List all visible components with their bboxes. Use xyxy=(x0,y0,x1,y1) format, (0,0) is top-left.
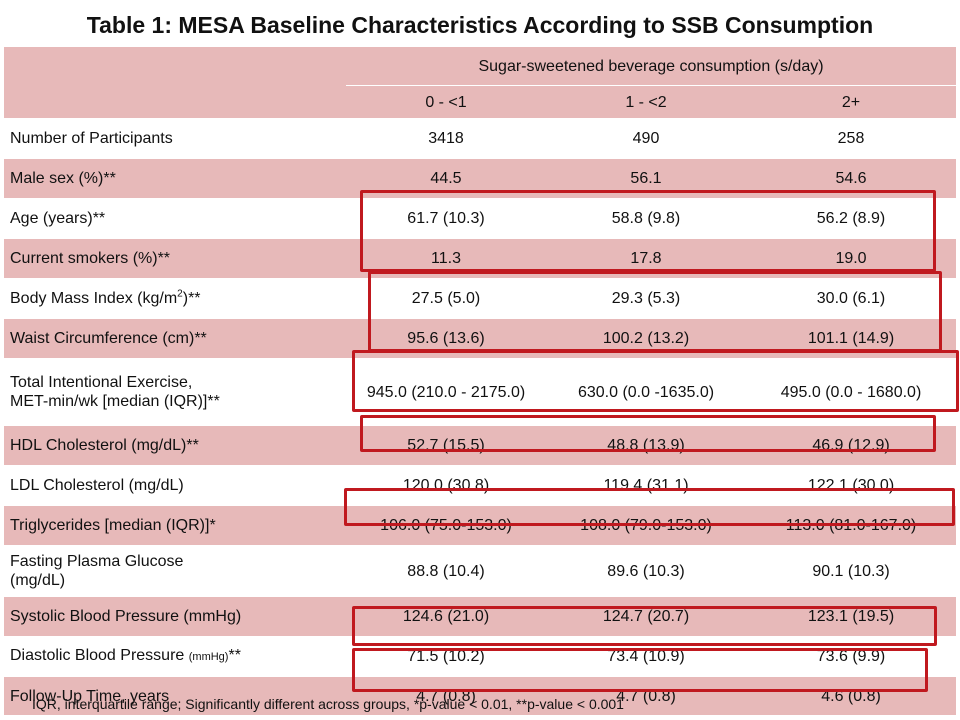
header-empty-cell xyxy=(4,46,346,119)
table-cell: 100.2 (13.2) xyxy=(546,318,746,359)
row-label: Systolic Blood Pressure (mmHg) xyxy=(4,596,346,637)
row-label: HDL Cholesterol (mg/dL)** xyxy=(4,425,346,466)
table-cell: 124.6 (21.0) xyxy=(346,596,546,637)
table-row: Total Intentional Exercise, MET-min/wk [m… xyxy=(4,358,957,426)
table-cell: 44.5 xyxy=(346,158,546,199)
table-cell: 123.1 (19.5) xyxy=(746,596,957,637)
row-label: LDL Cholesterol (mg/dL) xyxy=(4,465,346,506)
group-header: Sugar-sweetened beverage consumption (s/… xyxy=(346,46,957,86)
column-header: 1 - <2 xyxy=(546,85,746,119)
column-header-row: 0 - <1 1 - <2 2+ xyxy=(4,85,957,119)
row-label: Male sex (%)** xyxy=(4,158,346,199)
table-cell: 11.3 xyxy=(346,238,546,279)
table-cell: 101.1 (14.9) xyxy=(746,318,957,359)
table-row: Number of Participants 3418 490 258 xyxy=(4,118,957,159)
row-label: Triglycerides [median (IQR)]* xyxy=(4,505,346,546)
table-row: Fasting Plasma Glucose (mg/dL) 88.8 (10.4… xyxy=(4,545,957,597)
table-cell: 29.3 (5.3) xyxy=(546,278,746,319)
table-footnote: IQR, interquartile range; Significantly … xyxy=(32,696,624,712)
table-row: Body Mass Index (kg/m2)** 27.5 (5.0) 29.… xyxy=(4,278,957,319)
table-cell: 48.8 (13.9) xyxy=(546,425,746,466)
table-cell: 106.0 (75.0-153.0) xyxy=(346,505,546,546)
table-cell: 120.0 (30.8) xyxy=(346,465,546,506)
row-label: Diastolic Blood Pressure (mmHg)** xyxy=(4,636,346,677)
table-cell: 122.1 (30.0) xyxy=(746,465,957,506)
table-row: HDL Cholesterol (mg/dL)** 52.7 (15.5) 48… xyxy=(4,425,957,466)
table-row: Follow-Up Time, years 4.7 (0.8) 4.7 (0.8… xyxy=(4,676,957,716)
table-cell: 71.5 (10.2) xyxy=(346,636,546,677)
table-row: LDL Cholesterol (mg/dL) 120.0 (30.8) 119… xyxy=(4,465,957,506)
table-cell: 88.8 (10.4) xyxy=(346,545,546,597)
column-header: 0 - <1 xyxy=(346,85,546,119)
table-cell: 52.7 (15.5) xyxy=(346,425,546,466)
table-cell: 108.0 (79.0-153.0) xyxy=(546,505,746,546)
table-cell: 630.0 (0.0 -1635.0) xyxy=(546,358,746,426)
table-row: Triglycerides [median (IQR)]* 106.0 (75.… xyxy=(4,505,957,546)
table-cell: 90.1 (10.3) xyxy=(746,545,957,597)
baseline-characteristics-table: Sugar-sweetened beverage consumption (s/… xyxy=(4,46,957,716)
table-cell: 124.7 (20.7) xyxy=(546,596,746,637)
row-label: Total Intentional Exercise, MET-min/wk [m… xyxy=(4,358,346,426)
table-cell: 73.4 (10.9) xyxy=(546,636,746,677)
row-label: Waist Circumference (cm)** xyxy=(4,318,346,359)
row-label: Follow-Up Time, years xyxy=(4,676,346,716)
table-cell: 495.0 (0.0 - 1680.0) xyxy=(746,358,957,426)
table-row: Male sex (%)** 44.5 56.1 54.6 xyxy=(4,158,957,199)
row-label: Age (years)** xyxy=(4,198,346,239)
row-label: Current smokers (%)** xyxy=(4,238,346,279)
table-row: Diastolic Blood Pressure (mmHg)** 71.5 (… xyxy=(4,636,957,677)
table-cell: 4.6 (0.8) xyxy=(746,676,957,716)
table-cell: 490 xyxy=(546,118,746,159)
table-cell: 113.0 (81.0-167.0) xyxy=(746,505,957,546)
table-row: Current smokers (%)** 11.3 17.8 19.0 xyxy=(4,238,957,279)
table-cell: 54.6 xyxy=(746,158,957,199)
table-cell: 58.8 (9.8) xyxy=(546,198,746,239)
row-label: Fasting Plasma Glucose (mg/dL) xyxy=(4,545,346,597)
row-label: Body Mass Index (kg/m2)** xyxy=(4,278,346,319)
table-cell: 945.0 (210.0 - 2175.0) xyxy=(346,358,546,426)
table-cell: 17.8 xyxy=(546,238,746,279)
table-row: Waist Circumference (cm)** 95.6 (13.6) 1… xyxy=(4,318,957,359)
table-cell: 61.7 (10.3) xyxy=(346,198,546,239)
table-cell: 89.6 (10.3) xyxy=(546,545,746,597)
table-cell: 73.6 (9.9) xyxy=(746,636,957,677)
table-cell: 258 xyxy=(746,118,957,159)
table-cell: 56.1 xyxy=(546,158,746,199)
table-title: Table 1: MESA Baseline Characteristics A… xyxy=(86,12,874,38)
column-header: 2+ xyxy=(746,85,957,119)
table-cell: 46.9 (12.9) xyxy=(746,425,957,466)
table-cell: 3418 xyxy=(346,118,546,159)
table-cell: 19.0 xyxy=(746,238,957,279)
table-cell: 95.6 (13.6) xyxy=(346,318,546,359)
table-row: Systolic Blood Pressure (mmHg) 124.6 (21… xyxy=(4,596,957,637)
table-row: Age (years)** 61.7 (10.3) 58.8 (9.8) 56.… xyxy=(4,198,957,239)
table-cell: 30.0 (6.1) xyxy=(746,278,957,319)
table-header-row: Sugar-sweetened beverage consumption (s/… xyxy=(4,46,957,119)
table-cell: 56.2 (8.9) xyxy=(746,198,957,239)
table-cell: 27.5 (5.0) xyxy=(346,278,546,319)
table-cell: 119.4 (31.1) xyxy=(546,465,746,506)
row-label: Number of Participants xyxy=(4,118,346,159)
table-cell: 4.7 (0.8) xyxy=(546,676,746,716)
